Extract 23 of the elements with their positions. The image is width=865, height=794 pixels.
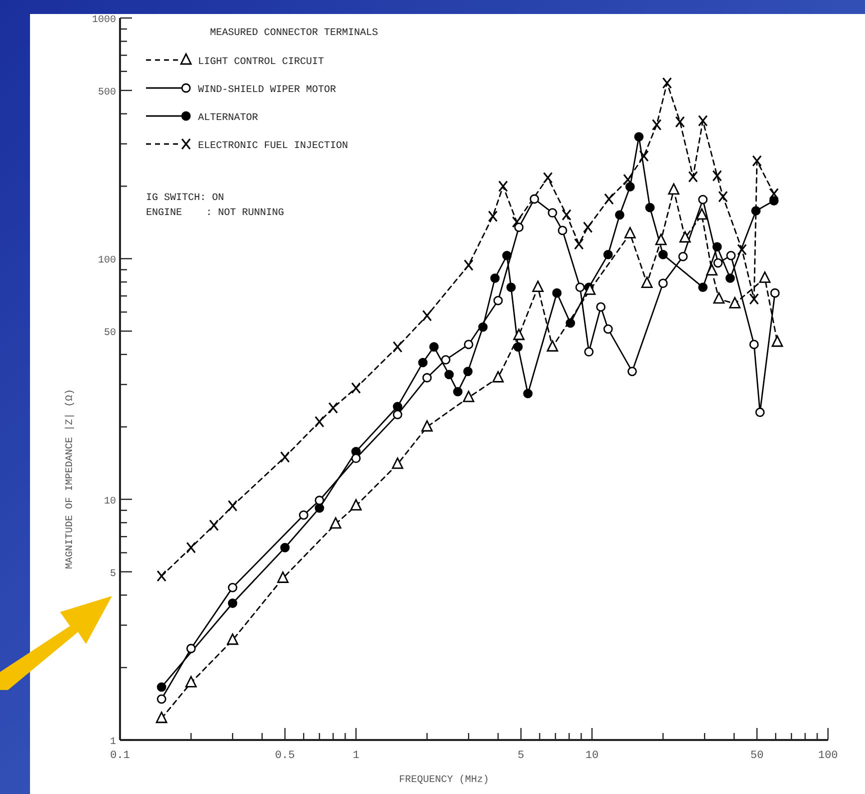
annotation: IG SWITCH: ON xyxy=(146,193,224,204)
legend-label: LIGHT CONTROL CIRCUIT xyxy=(198,57,324,68)
x-tick-label: 50 xyxy=(750,750,764,762)
annotation: ENGINE : NOT RUNNING xyxy=(146,208,284,219)
y-tick-label: 50 xyxy=(104,328,116,340)
x-tick-label: 1 xyxy=(352,750,360,762)
y-tick-label: 100 xyxy=(98,256,116,267)
x-axis-title: FREQUENCY (MHz) xyxy=(398,774,490,786)
legend-label: ALTERNATOR xyxy=(198,113,258,124)
y-tick-label: 10 xyxy=(104,496,116,508)
legend-label: WIND-SHIELD WIPER MOTOR xyxy=(198,85,336,96)
x-tick-label: 5 xyxy=(518,750,524,762)
y-tick-label: 5 xyxy=(110,568,116,580)
y-tick-label: 500 xyxy=(98,87,116,98)
y-tick-label: 1000 xyxy=(92,15,116,26)
x-tick-label: 0.1 xyxy=(110,750,130,762)
legend-label: ELECTRONIC FUEL INJECTION xyxy=(198,141,348,152)
x-tick-label: 100 xyxy=(818,750,838,762)
y-tick-label: 1 xyxy=(110,737,116,748)
legend-title: MEASURED CONNECTOR TERMINALS xyxy=(210,28,378,39)
x-tick-label: 10 xyxy=(585,750,599,762)
y-axis-title: MAGNITUDE OF IMPEDANCE |Z| (Ω) xyxy=(64,388,76,570)
x-tick-label: 0.5 xyxy=(275,750,295,762)
